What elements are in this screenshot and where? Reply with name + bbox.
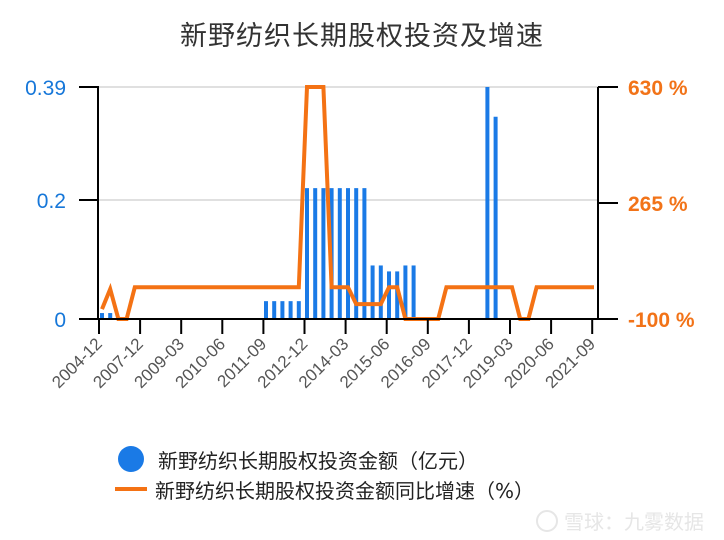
bar	[411, 265, 416, 319]
right-axis-tick: 265 %	[628, 193, 688, 216]
left-axis-tick: 0.2	[37, 190, 66, 213]
bar	[264, 301, 268, 319]
bar-swatch-icon	[118, 446, 144, 472]
right-axis-labels: -100 % 265 % 630 %	[628, 77, 695, 332]
bar	[346, 188, 350, 319]
line-swatch-icon	[115, 487, 147, 491]
bar	[100, 313, 104, 319]
bar	[378, 265, 383, 319]
bar	[108, 313, 113, 319]
bar	[288, 301, 293, 319]
bar	[313, 188, 318, 319]
bar	[337, 188, 342, 319]
bar	[493, 116, 498, 319]
bar	[321, 188, 326, 319]
left-axis-tick: 0	[54, 309, 66, 332]
bar	[280, 301, 285, 319]
bar	[272, 301, 277, 319]
right-axis-tick: -100 %	[628, 309, 695, 332]
chart-title: 新野纺织长期股权投资及增速	[180, 21, 544, 52]
legend: 新野纺织长期股权投资金额（亿元） 新野纺织长期股权投资金额同比增速（%）	[115, 444, 535, 504]
left-axis-tick: 0.39	[25, 77, 66, 100]
line-series	[100, 85, 594, 321]
legend-label-growth: 新野纺织长期股权投资金额同比增速（%）	[155, 478, 535, 503]
right-axis-tick: 630 %	[628, 77, 688, 100]
bar	[354, 188, 359, 319]
x-axis-labels: 2004-122007-122009-032010-062011-092012-…	[48, 334, 599, 392]
bar	[485, 87, 490, 319]
axes	[79, 86, 618, 334]
bar	[305, 188, 309, 319]
bar	[387, 271, 391, 319]
legend-item-amount[interactable]: 新野纺织长期股权投资金额（亿元）	[118, 444, 534, 474]
watermark: 雪球：九雾数据	[536, 506, 704, 535]
bar	[370, 265, 375, 319]
bar	[296, 301, 301, 319]
watermark-text: 雪球：九雾数据	[564, 510, 704, 534]
left-axis-labels: 0 0.2 0.39	[25, 77, 66, 332]
gridlines	[99, 86, 598, 202]
legend-item-growth[interactable]: 新野纺织长期股权投资金额同比增速（%）	[115, 474, 535, 504]
xueqiu-logo-icon	[536, 509, 558, 532]
bar	[362, 188, 367, 319]
legend-label-amount: 新野纺织长期股权投资金额（亿元）	[158, 448, 478, 473]
bar	[403, 265, 408, 319]
